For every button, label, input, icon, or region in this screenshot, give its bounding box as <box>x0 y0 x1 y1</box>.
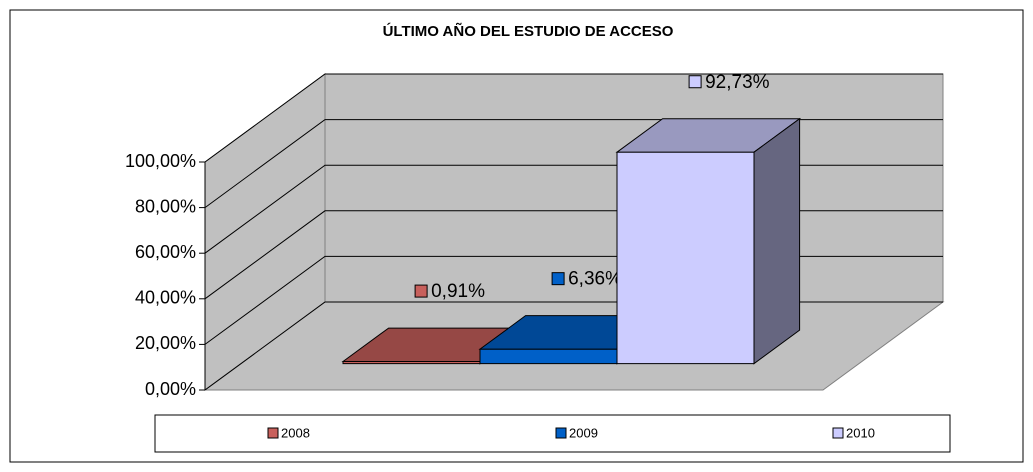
y-tick-label: 100,00% <box>125 151 196 171</box>
bar-front <box>479 348 618 365</box>
legend-key <box>832 427 844 439</box>
bar-front <box>616 151 755 365</box>
legend-label: 2008 <box>281 425 310 440</box>
legend-label: 2009 <box>569 425 598 440</box>
legend-key <box>555 427 567 439</box>
y-tick-label: 20,00% <box>135 333 196 353</box>
data-label-key <box>414 284 428 298</box>
data-label: 0,91% <box>431 281 485 302</box>
y-tick-label: 0,00% <box>145 379 196 399</box>
y-tick-label: 60,00% <box>135 242 196 262</box>
legend-box <box>154 414 951 453</box>
data-label: 92,73% <box>705 72 770 93</box>
y-tick-label: 40,00% <box>135 288 196 308</box>
data-label-key <box>688 75 702 89</box>
bar-side <box>753 117 801 365</box>
legend-key <box>267 427 279 439</box>
grid-line <box>204 73 943 163</box>
y-tick-label: 80,00% <box>135 196 196 216</box>
data-label: 6,36% <box>568 269 622 290</box>
data-label-key <box>551 272 565 286</box>
legend-label: 2010 <box>846 425 875 440</box>
chart-title: ÚLTIMO AÑO DEL ESTUDIO DE ACCESO <box>383 22 674 40</box>
